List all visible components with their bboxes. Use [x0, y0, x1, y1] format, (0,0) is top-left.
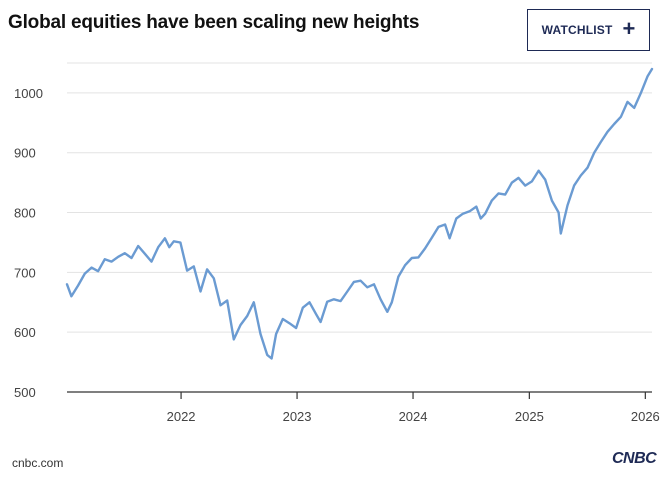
watchlist-button[interactable]: WATCHLIST + — [527, 9, 650, 51]
chart-title: Global equities have been scaling new he… — [8, 12, 420, 33]
x-tick-label: 2026 — [631, 409, 660, 424]
x-tick-label: 2024 — [399, 409, 428, 424]
series-layer — [65, 67, 654, 360]
y-tick-label: 900 — [14, 146, 36, 161]
x-tick-label: 2023 — [283, 409, 312, 424]
x-tick-label: 2025 — [515, 409, 544, 424]
y-tick-label: 500 — [14, 385, 36, 400]
x-axis: 2022 2023 2024 2025 2026 — [167, 392, 660, 424]
series-line — [65, 67, 654, 360]
y-tick-label: 800 — [14, 206, 36, 221]
y-tick-label: 600 — [14, 325, 36, 340]
plus-icon: + — [622, 16, 636, 41]
cnbc-logo: CNBC — [612, 450, 657, 467]
watchlist-label: WATCHLIST — [541, 23, 613, 37]
y-tick-label: 1000 — [14, 86, 43, 101]
source-label: cnbc.com — [12, 456, 64, 470]
y-tick-label: 700 — [14, 265, 36, 280]
y-axis: 500 600 700 800 900 1000 — [14, 86, 43, 400]
x-tick-label: 2022 — [167, 409, 196, 424]
grid-layer — [67, 62, 652, 393]
